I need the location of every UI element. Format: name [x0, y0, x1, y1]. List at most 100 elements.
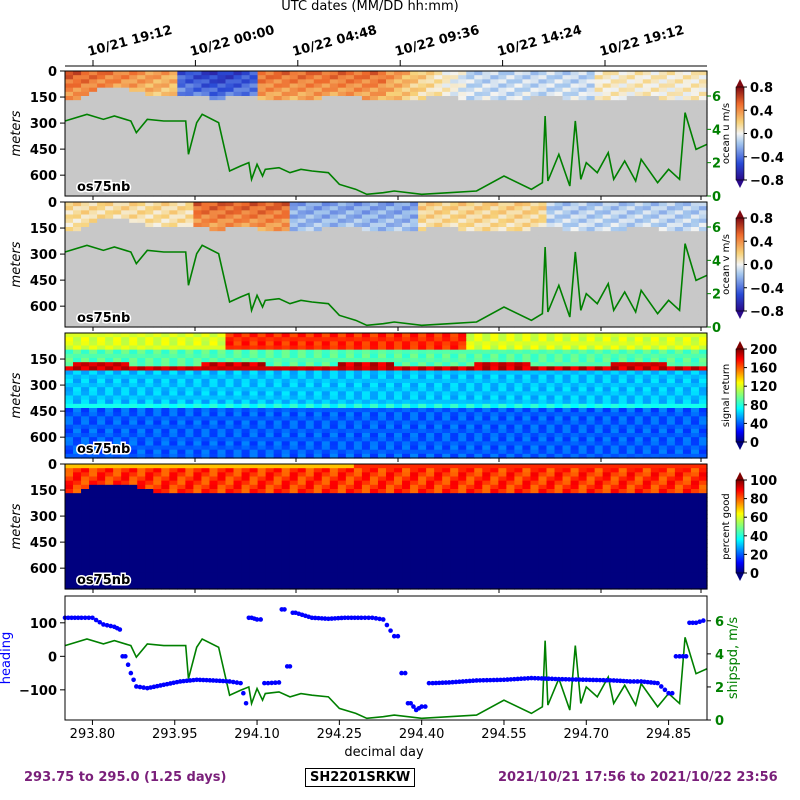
heading-point — [662, 687, 668, 693]
heading-point — [90, 615, 95, 621]
heading-point — [373, 616, 379, 621]
heading-point — [207, 678, 213, 683]
y-tick-label: 600 — [30, 300, 57, 315]
heading-point — [491, 677, 496, 683]
heading-point — [419, 704, 424, 709]
colorbar-tick-label: 0.8 — [750, 81, 773, 96]
heading-point — [453, 679, 459, 685]
heading-point — [624, 678, 630, 684]
heading-point — [359, 615, 364, 621]
heading-point — [65, 615, 71, 621]
heading-point — [224, 678, 229, 684]
heading-point — [123, 654, 128, 659]
heading-point — [666, 690, 671, 696]
top-tick-label: 10/21 19:12 — [86, 23, 174, 60]
heading-point — [220, 678, 226, 684]
heading-point — [631, 679, 637, 684]
heading-point — [108, 623, 114, 629]
heading-point — [349, 615, 354, 621]
heading-point — [243, 700, 249, 706]
heading-point — [443, 680, 449, 685]
colorbar-bottom-cap — [736, 180, 744, 188]
heading-point — [450, 679, 455, 685]
y-tick-label: 150 — [30, 353, 57, 368]
heading-point — [494, 677, 500, 683]
heading-point — [214, 678, 219, 683]
heading-point — [234, 680, 240, 685]
right-tick-label: 4 — [712, 123, 721, 138]
heading-point — [380, 617, 386, 622]
heading-point — [535, 676, 541, 681]
heading-point — [402, 670, 408, 676]
heading-point — [339, 615, 344, 621]
colorbar-top-cap — [736, 210, 744, 218]
heading-point — [269, 680, 274, 686]
heading-point — [309, 615, 315, 621]
heading-point — [75, 615, 81, 621]
heading-point — [399, 670, 404, 676]
y-tick-label: 0 — [48, 458, 57, 473]
right-tick-label: 2 — [712, 288, 721, 303]
heading-point — [693, 620, 699, 626]
heatmap-cells — [65, 464, 708, 590]
colorbar-tick-label: 160 — [750, 362, 777, 377]
y-tick-label: 600 — [30, 431, 57, 446]
heading-point — [287, 664, 293, 669]
heading-point — [335, 615, 341, 621]
instrument-label: os75nb — [77, 573, 130, 588]
speed-axis-label: shipspd, m/s — [726, 617, 741, 699]
heading-point — [511, 676, 517, 682]
colorbar-bottom-cap — [736, 442, 744, 450]
y-axis-label: meters — [9, 503, 24, 549]
colorbar — [735, 348, 745, 443]
y-axis-label: meters — [9, 372, 24, 418]
heading-point — [669, 690, 675, 696]
panel-frame — [64, 332, 708, 459]
colorbar-tick-label: 20 — [750, 548, 768, 563]
heading-point — [487, 677, 493, 683]
heading-point — [101, 622, 106, 627]
heading-point — [82, 615, 88, 621]
heading-point — [618, 678, 623, 684]
heading-point — [362, 615, 368, 621]
heading-point — [559, 676, 565, 682]
heading-point — [673, 654, 679, 659]
cruise-id-box: SH2201SRKW — [305, 768, 416, 787]
heading-point — [515, 676, 520, 682]
heading-point — [355, 615, 361, 621]
footer-day-range: 293.75 to 295.0 (1.25 days) — [24, 770, 227, 785]
heading-point — [474, 678, 479, 683]
heading-point — [210, 678, 216, 683]
heading-point — [276, 680, 282, 685]
heading-point — [460, 679, 466, 684]
heading-point — [680, 654, 686, 659]
y-tick-label: 150 — [30, 222, 57, 237]
instrument-label: os75nb — [77, 311, 130, 326]
heading-point — [238, 680, 243, 686]
y-tick-label: 0 — [48, 196, 57, 211]
colorbar-tick-label: 0 — [750, 567, 759, 582]
heading-point — [316, 615, 321, 621]
heading-point — [426, 680, 432, 686]
heading-point — [369, 615, 375, 621]
top-tick-label: 10/22 19:12 — [598, 23, 686, 60]
colorbar-tick-label: −0.4 — [750, 151, 784, 166]
heading-point — [525, 676, 531, 681]
heading-point — [93, 617, 99, 623]
heading-point — [697, 619, 702, 624]
heading-point — [200, 677, 206, 683]
heading-point — [467, 678, 472, 684]
heading-point — [505, 677, 510, 682]
heatmap-cells — [65, 333, 708, 459]
ship-speed-line — [64, 112, 708, 196]
colorbar-bottom-cap — [736, 573, 744, 581]
colorbar-tick-label: 100 — [750, 474, 777, 489]
colorbar-tick-label: 80 — [750, 493, 768, 508]
heading-point — [621, 678, 626, 684]
heading-point — [614, 678, 620, 683]
heading-point — [326, 616, 331, 622]
heading-point — [546, 676, 551, 682]
right-tick-label: 0 — [715, 714, 724, 729]
heading-point — [566, 677, 572, 682]
